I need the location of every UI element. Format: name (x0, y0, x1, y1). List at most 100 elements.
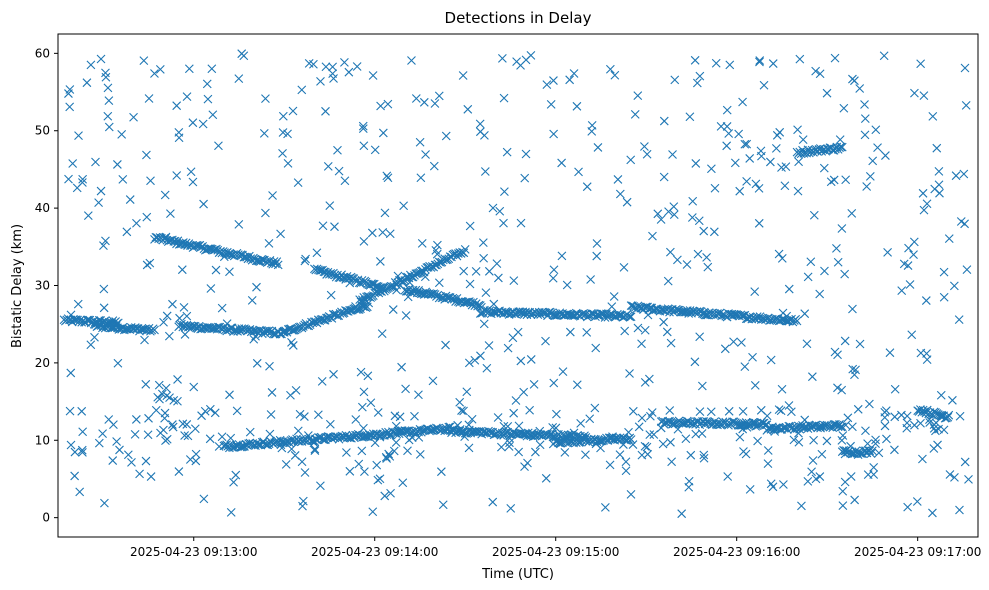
data-point (233, 326, 243, 336)
data-point (755, 57, 764, 67)
data-point (75, 487, 85, 497)
data-point (415, 137, 425, 147)
data-point (549, 378, 559, 388)
data-point (283, 158, 293, 168)
data-point (288, 341, 298, 350)
data-point (850, 370, 859, 380)
data-point (591, 343, 601, 353)
data-point (605, 460, 615, 470)
data-point (433, 240, 442, 250)
data-point (521, 307, 530, 317)
data-point (630, 109, 640, 119)
data-point (514, 447, 524, 457)
data-point (407, 272, 417, 282)
data-point (429, 161, 439, 171)
data-point (340, 57, 349, 67)
data-point (665, 247, 675, 257)
data-point (366, 430, 375, 440)
data-point (419, 290, 429, 299)
data-point (816, 423, 825, 433)
y-tick-label: 10 (35, 433, 50, 447)
data-point (414, 432, 424, 442)
data-point (658, 439, 668, 449)
data-point (146, 472, 156, 481)
data-point (523, 458, 532, 468)
data-point (663, 416, 673, 426)
data-point (370, 145, 380, 155)
data-point (860, 100, 869, 109)
data-point (833, 383, 842, 393)
data-point (352, 62, 362, 71)
data-point (768, 482, 778, 492)
data-point (729, 337, 738, 347)
data-point (794, 428, 803, 438)
data-point (75, 315, 85, 325)
data-point (77, 445, 87, 455)
data-point (557, 158, 567, 168)
data-point (198, 241, 208, 251)
data-point (691, 159, 701, 168)
data-point (419, 97, 429, 107)
data-point (477, 302, 486, 312)
data-point (90, 332, 99, 342)
data-point (326, 290, 336, 300)
data-point (837, 224, 847, 233)
data-point (847, 208, 857, 218)
data-point (226, 433, 236, 443)
data-point (840, 446, 850, 456)
data-point (576, 419, 586, 428)
data-point (841, 175, 851, 185)
data-point (681, 434, 691, 444)
data-point (642, 442, 652, 452)
data-point (514, 421, 524, 431)
data-point (160, 408, 170, 418)
data-point (881, 151, 890, 160)
data-point (549, 129, 559, 139)
data-point (508, 333, 518, 343)
data-point (143, 430, 153, 440)
data-point (637, 339, 646, 349)
data-point (245, 427, 255, 437)
data-point (535, 426, 545, 436)
data-point (320, 267, 330, 277)
data-point (722, 141, 732, 151)
data-point (590, 403, 600, 413)
data-point (277, 443, 287, 453)
data-point (956, 217, 966, 226)
data-point (104, 415, 114, 424)
data-point (73, 299, 83, 309)
data-point (500, 187, 509, 197)
data-point (738, 97, 747, 107)
data-point (880, 413, 890, 422)
data-point (809, 435, 818, 445)
data-point (295, 409, 305, 419)
data-point (283, 129, 292, 139)
data-point (954, 315, 964, 324)
data-point (488, 203, 498, 213)
data-point (840, 449, 850, 459)
data-point (217, 303, 227, 313)
data-point (357, 446, 367, 456)
data-point (501, 427, 511, 437)
data-point (699, 307, 709, 317)
data-point (290, 451, 300, 460)
data-point (903, 502, 913, 512)
data-point (489, 430, 499, 440)
data-point (640, 441, 650, 451)
data-point (604, 310, 614, 320)
data-point (499, 421, 509, 431)
data-point (637, 450, 647, 460)
data-point (103, 111, 113, 121)
data-point (430, 99, 440, 108)
data-point (511, 396, 521, 405)
data-point (86, 340, 96, 350)
data-point (558, 367, 568, 377)
x-tick-label: 2025-04-23 09:13:00 (130, 545, 257, 559)
data-point (401, 311, 411, 320)
data-point (183, 431, 193, 441)
data-point (199, 494, 209, 504)
data-point (234, 74, 244, 83)
data-point (710, 183, 720, 193)
data-point (644, 374, 654, 384)
data-point (492, 259, 502, 268)
